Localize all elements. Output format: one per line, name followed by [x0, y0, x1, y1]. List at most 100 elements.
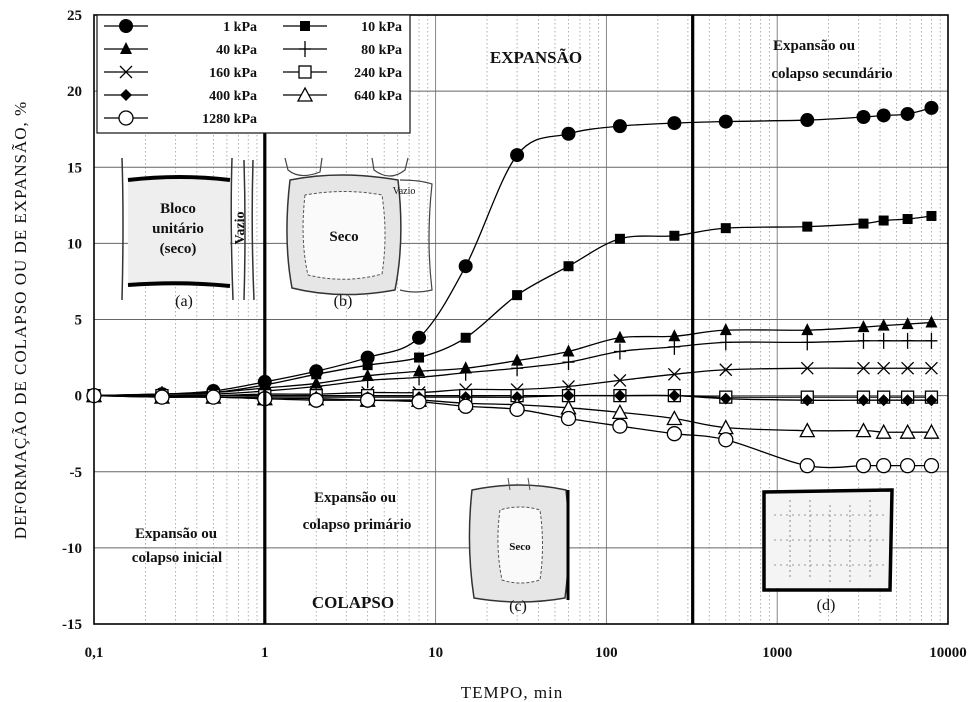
inset-a-side-text: Vazio	[233, 212, 248, 245]
data-point	[411, 394, 427, 410]
data-point	[719, 334, 732, 351]
annotation-primario-2: colapso primário	[303, 517, 412, 533]
x-tick-label: 0,1	[85, 645, 104, 661]
inset-a: Bloco unitário (seco) Vazio (a)	[121, 157, 255, 310]
inset-c: Seco (c)	[468, 477, 570, 615]
y-tick-label: 20	[67, 84, 82, 100]
data-point	[877, 361, 891, 375]
data-point	[856, 110, 871, 125]
data-point	[562, 389, 575, 402]
inset-c-text: Seco	[509, 541, 531, 553]
data-point	[924, 361, 938, 375]
legend-label: 400 kPa	[209, 89, 257, 104]
data-point	[877, 332, 890, 349]
data-point	[899, 423, 916, 439]
data-point	[719, 323, 732, 336]
data-point	[562, 354, 575, 371]
annotation-primario-1: Expansão ou	[314, 490, 396, 506]
data-point	[154, 389, 170, 405]
data-point	[876, 108, 891, 123]
data-point	[718, 114, 733, 129]
x-tick-label: 10	[428, 645, 443, 661]
data-point	[458, 398, 474, 414]
inset-a-text-3: (seco)	[160, 241, 197, 257]
data-point	[902, 214, 913, 225]
legend-label: 240 kPa	[354, 66, 402, 81]
data-point	[800, 113, 815, 128]
data-point	[925, 394, 938, 407]
data-point	[669, 230, 680, 241]
data-point	[359, 392, 376, 408]
data-point	[666, 426, 683, 442]
data-point	[857, 320, 870, 333]
inset-a-text-2: unitário	[152, 221, 204, 237]
data-point	[877, 318, 890, 331]
plot-border	[93, 14, 949, 625]
data-point	[561, 126, 576, 141]
legend-label: 10 kPa	[361, 20, 402, 35]
data-point	[668, 329, 681, 342]
data-point	[799, 422, 816, 438]
legend-label: 80 kPa	[361, 43, 402, 58]
data-point	[667, 367, 681, 381]
tick-labels: 0,1 1 10 100 1000 10000 25 20 15 10 5 0 -5 -10 -15	[62, 8, 967, 661]
data-point	[923, 423, 940, 439]
data-point	[667, 116, 682, 131]
data-point	[614, 233, 625, 244]
data-point	[925, 315, 938, 328]
data-point	[668, 389, 681, 402]
y-tick-label: -15	[62, 617, 82, 633]
data-point	[120, 89, 132, 101]
data-point	[876, 458, 892, 474]
y-tick-label: 25	[67, 8, 82, 24]
data-point	[666, 410, 683, 426]
data-point	[296, 86, 314, 102]
data-point	[720, 223, 731, 234]
data-point	[668, 338, 681, 355]
annotation-inicial-1: Expansão ou	[135, 526, 217, 542]
data-point	[877, 394, 890, 407]
data-point	[512, 290, 523, 301]
data-point	[923, 458, 940, 474]
data-point	[119, 19, 133, 33]
series-markers	[86, 387, 940, 474]
legend-label: 160 kPa	[209, 66, 257, 81]
annotation-colapso: COLAPSO	[312, 593, 394, 612]
inset-d: (d)	[762, 488, 894, 614]
data-point	[719, 392, 732, 405]
data-point	[612, 119, 627, 134]
insets: Bloco unitário (seco) Vazio (a) Seco Vaz…	[121, 157, 894, 615]
data-point	[613, 389, 626, 402]
data-point	[899, 458, 916, 474]
data-point	[511, 360, 524, 377]
data-point	[900, 106, 915, 121]
data-point	[800, 361, 814, 375]
data-point	[611, 404, 629, 420]
series-markers	[88, 332, 938, 404]
data-point	[298, 65, 312, 79]
inset-b: Seco Vazio (b)	[284, 157, 433, 310]
data-point	[857, 332, 870, 349]
data-point	[901, 361, 915, 375]
annotation-secundario-1: Expansão ou	[773, 38, 855, 54]
data-point	[459, 364, 472, 381]
y-tick-label: -10	[62, 541, 82, 557]
legend: 1 kPa 10 kPa 40 kPa 80 kPa 160 kPa 240 kPa 400…	[96, 14, 411, 134]
annotation-inicial-2: colapso inicial	[132, 550, 222, 566]
data-point	[875, 423, 892, 439]
legend-label: 1280 kPa	[202, 112, 257, 127]
y-axis-title: DEFORMAÇÃO DE COLAPSO OU DE EXPANSÃO, %	[11, 101, 30, 539]
y-tick-label: 15	[67, 160, 82, 176]
data-point	[458, 259, 473, 274]
data-point	[901, 394, 914, 407]
y-tick-label: -5	[70, 465, 83, 481]
inset-b-side-text: Vazio	[393, 186, 416, 197]
data-point	[460, 332, 471, 343]
data-point	[801, 334, 814, 351]
data-point	[719, 363, 733, 377]
data-point	[801, 323, 814, 336]
data-point	[118, 110, 134, 126]
inset-b-text: Seco	[329, 229, 358, 245]
data-point	[878, 215, 889, 226]
